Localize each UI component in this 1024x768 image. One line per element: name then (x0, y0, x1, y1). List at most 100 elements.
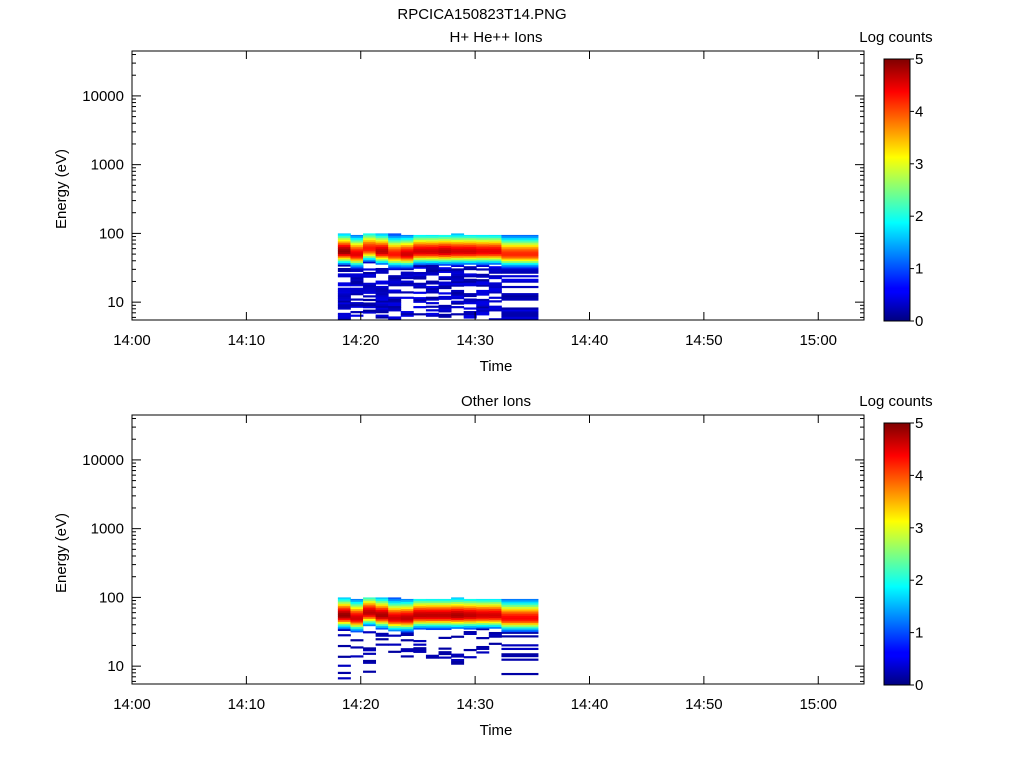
x-tick-label: 14:20 (342, 332, 380, 349)
heatmap-cell (463, 598, 477, 601)
heatmap-cell (501, 644, 539, 647)
heatmap-cell (337, 318, 351, 321)
heatmap-cell (425, 624, 439, 627)
heatmap-cell (451, 313, 465, 316)
x-tick-label: 14:10 (228, 696, 266, 713)
colorbar-tick-label: 2 (915, 208, 923, 225)
heatmap-cell (363, 309, 377, 312)
heatmap-cell (451, 259, 465, 262)
colorbar-label: Log counts (859, 29, 932, 46)
heatmap-cell (413, 234, 427, 237)
x-tick-label: 14:40 (571, 696, 609, 713)
heatmap-cell (400, 276, 414, 280)
heatmap-cell (350, 287, 364, 290)
heatmap-cell (501, 251, 539, 255)
heatmap-cell (363, 291, 377, 294)
heatmap-cell (463, 298, 477, 301)
heatmap-cell (438, 611, 452, 614)
heatmap-cell (350, 601, 364, 604)
heatmap-cell (425, 262, 439, 265)
heatmap-cell (363, 254, 377, 257)
heatmap-cell (400, 280, 414, 283)
heatmap-cell (375, 260, 389, 264)
heatmap-cell (413, 297, 427, 300)
heatmap-cell (400, 248, 414, 251)
heatmap-cell (375, 632, 389, 635)
heatmap-cell (363, 600, 377, 603)
heatmap-cell (388, 598, 402, 601)
heatmap-cell (363, 620, 377, 623)
heatmap-cell (438, 306, 452, 309)
heatmap-cell (451, 277, 465, 280)
heatmap-cell (400, 266, 414, 269)
heatmap-cell (438, 615, 452, 618)
heatmap-cell (501, 631, 539, 634)
heatmap-cell (463, 257, 477, 260)
figure-title: RPCICA150823T14.PNG (397, 6, 566, 23)
heatmap-cell (476, 602, 490, 606)
heatmap-cell (375, 294, 389, 298)
heatmap-cell (400, 614, 414, 617)
heatmap-cell (413, 618, 427, 621)
heatmap-cell (400, 235, 414, 238)
heatmap-cell (388, 264, 402, 267)
heatmap-cell (451, 282, 465, 285)
heatmap-cell (400, 291, 414, 294)
heatmap-cell (413, 648, 427, 652)
heatmap-cell (425, 266, 439, 269)
y-tick-label: 1000 (91, 157, 124, 174)
heatmap-cell (451, 271, 465, 275)
heatmap-cell (476, 255, 490, 259)
heatmap-cell (488, 266, 502, 269)
heatmap-cell (451, 263, 465, 266)
heatmap-cell (451, 268, 465, 271)
heatmap-cell (400, 630, 414, 633)
y-tick-label: 100 (99, 225, 124, 242)
heatmap-cell (400, 608, 414, 611)
heatmap-cell (375, 638, 389, 641)
heatmap-cell (476, 250, 490, 253)
heatmap-cell (350, 289, 364, 292)
heatmap-cell (363, 248, 377, 251)
heatmap-cell (413, 291, 427, 294)
heatmap-cell (501, 628, 539, 631)
heatmap-cell (425, 622, 439, 625)
heatmap-cell (337, 259, 351, 262)
x-tick-label: 14:30 (456, 696, 494, 713)
panel-title: H+ He++ Ions (450, 29, 543, 46)
heatmap-cell (350, 280, 364, 283)
heatmap-cell (350, 311, 364, 314)
heatmap-cell (425, 654, 439, 657)
heatmap-cell (476, 241, 490, 244)
heatmap-cell (488, 282, 502, 285)
heatmap-cell (375, 242, 389, 246)
heatmap-cell (476, 284, 490, 287)
heatmap-cell (488, 248, 502, 251)
heatmap-cell (501, 647, 539, 651)
heatmap-cell (501, 293, 539, 296)
heatmap-cell (413, 241, 427, 244)
heatmap-cell (337, 607, 351, 610)
heatmap-cell (438, 252, 452, 256)
x-tick-label: 14:00 (113, 696, 151, 713)
heatmap-cell (451, 660, 465, 663)
heatmap-cell (413, 647, 427, 650)
heatmap-cell (501, 635, 539, 638)
heatmap-cell (476, 624, 490, 627)
heatmap-cell (350, 260, 364, 264)
heatmap-cell (463, 284, 477, 287)
heatmap-cell (488, 287, 502, 290)
heatmap-cell (350, 617, 364, 620)
heatmap-cell (463, 300, 477, 303)
heatmap-cell (375, 259, 389, 262)
heatmap-cell (413, 255, 427, 259)
heatmap-cell (488, 608, 502, 611)
heatmap-cell (476, 615, 490, 618)
heatmap-cell (337, 293, 351, 296)
heatmap-cell (337, 597, 351, 599)
heatmap-cell (337, 303, 351, 307)
heatmap-cell (425, 608, 439, 611)
heatmap-cell (476, 313, 490, 316)
heatmap-cell (400, 648, 414, 651)
